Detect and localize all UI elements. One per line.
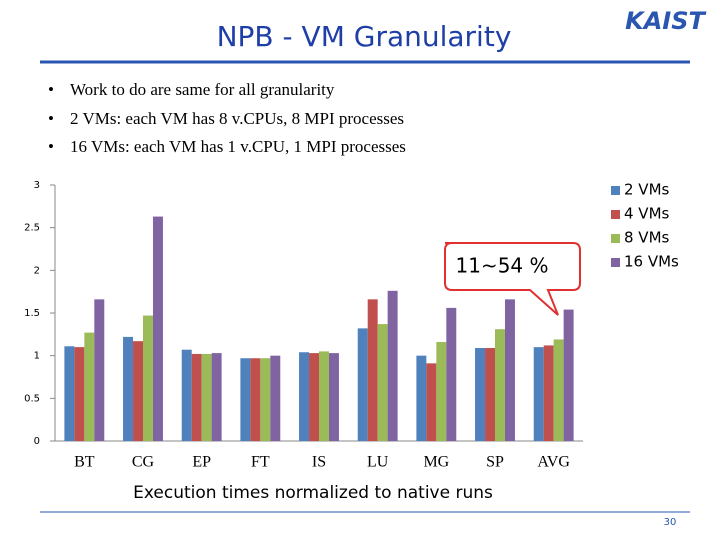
bar [133, 341, 143, 441]
bar [299, 352, 310, 441]
bar [416, 355, 427, 441]
bar [240, 358, 251, 441]
bar [84, 332, 95, 441]
x-tick-label: SP [486, 454, 504, 471]
bullet-list: • Work to do are same for all granularit… [48, 80, 406, 156]
legend-label: 8 VMs [624, 229, 670, 247]
bullet: 16 VMs: each VM has 1 v.CPU, 1 MPI proce… [70, 137, 406, 156]
callout [444, 242, 581, 316]
bar [475, 347, 486, 441]
bar [64, 346, 75, 441]
x-tick-label: CG [132, 454, 155, 471]
x-tick-label: AVG [537, 454, 570, 471]
y-tick-label: 1 [34, 351, 40, 362]
bar [367, 299, 378, 441]
bar [553, 339, 564, 441]
legend-label: 4 VMs [624, 205, 670, 223]
x-tick-label: IS [312, 454, 326, 471]
bar [250, 358, 261, 441]
legend-swatch [611, 210, 620, 219]
y-tick-label: 2 [34, 265, 40, 276]
bar [436, 342, 447, 441]
bullet-dot: • [48, 80, 54, 99]
x-tick-label: BT [74, 454, 95, 471]
slide-title: NPB - VM Granularity [217, 20, 512, 53]
callout-text: 11~54 % [455, 254, 548, 278]
bar [260, 358, 271, 441]
bar [201, 353, 212, 441]
page-number: 30 [664, 517, 677, 528]
y-tick-label: 0 [34, 436, 40, 447]
x-tick-label: FT [251, 454, 270, 471]
bar [319, 351, 329, 441]
bar [504, 299, 515, 441]
x-tick-label: EP [192, 454, 211, 471]
bar [533, 347, 544, 441]
bar [377, 324, 388, 441]
y-tick-label: 3 [34, 180, 40, 191]
x-tick-label: LU [367, 454, 389, 471]
bar [152, 216, 163, 441]
bar [211, 353, 222, 441]
bar [270, 355, 281, 441]
bullet-dot: • [48, 137, 54, 156]
legend-label: 2 VMs [624, 181, 670, 199]
x-tick-label: MG [423, 454, 449, 471]
bar [309, 353, 319, 441]
bar [426, 363, 437, 441]
bar [357, 328, 368, 441]
bar [446, 307, 457, 441]
bullet-dot: • [48, 109, 54, 128]
bar [74, 347, 85, 441]
bar [181, 349, 192, 441]
bar [191, 353, 202, 441]
bar [123, 336, 134, 441]
legend-swatch [611, 234, 620, 243]
legend-swatch [611, 186, 620, 195]
bar [143, 315, 153, 441]
legend-swatch [611, 258, 620, 267]
logo: KAIST [625, 7, 706, 35]
x-axis-title: Execution times normalized to native run… [133, 483, 493, 503]
bar [495, 329, 505, 441]
bar [94, 299, 105, 441]
bullet: 2 VMs: each VM has 8 v.CPUs, 8 MPI proce… [70, 109, 404, 128]
bar [543, 345, 554, 441]
y-tick-label: 2.5 [24, 223, 40, 234]
y-tick-label: 0.5 [24, 393, 40, 404]
legend-label: 16 VMs [624, 253, 679, 271]
bar [485, 347, 495, 441]
bar [328, 353, 339, 441]
bar [387, 290, 398, 441]
y-tick-label: 1.5 [24, 308, 40, 319]
bar [563, 309, 574, 441]
bullet: Work to do are same for all granularity [70, 80, 335, 99]
